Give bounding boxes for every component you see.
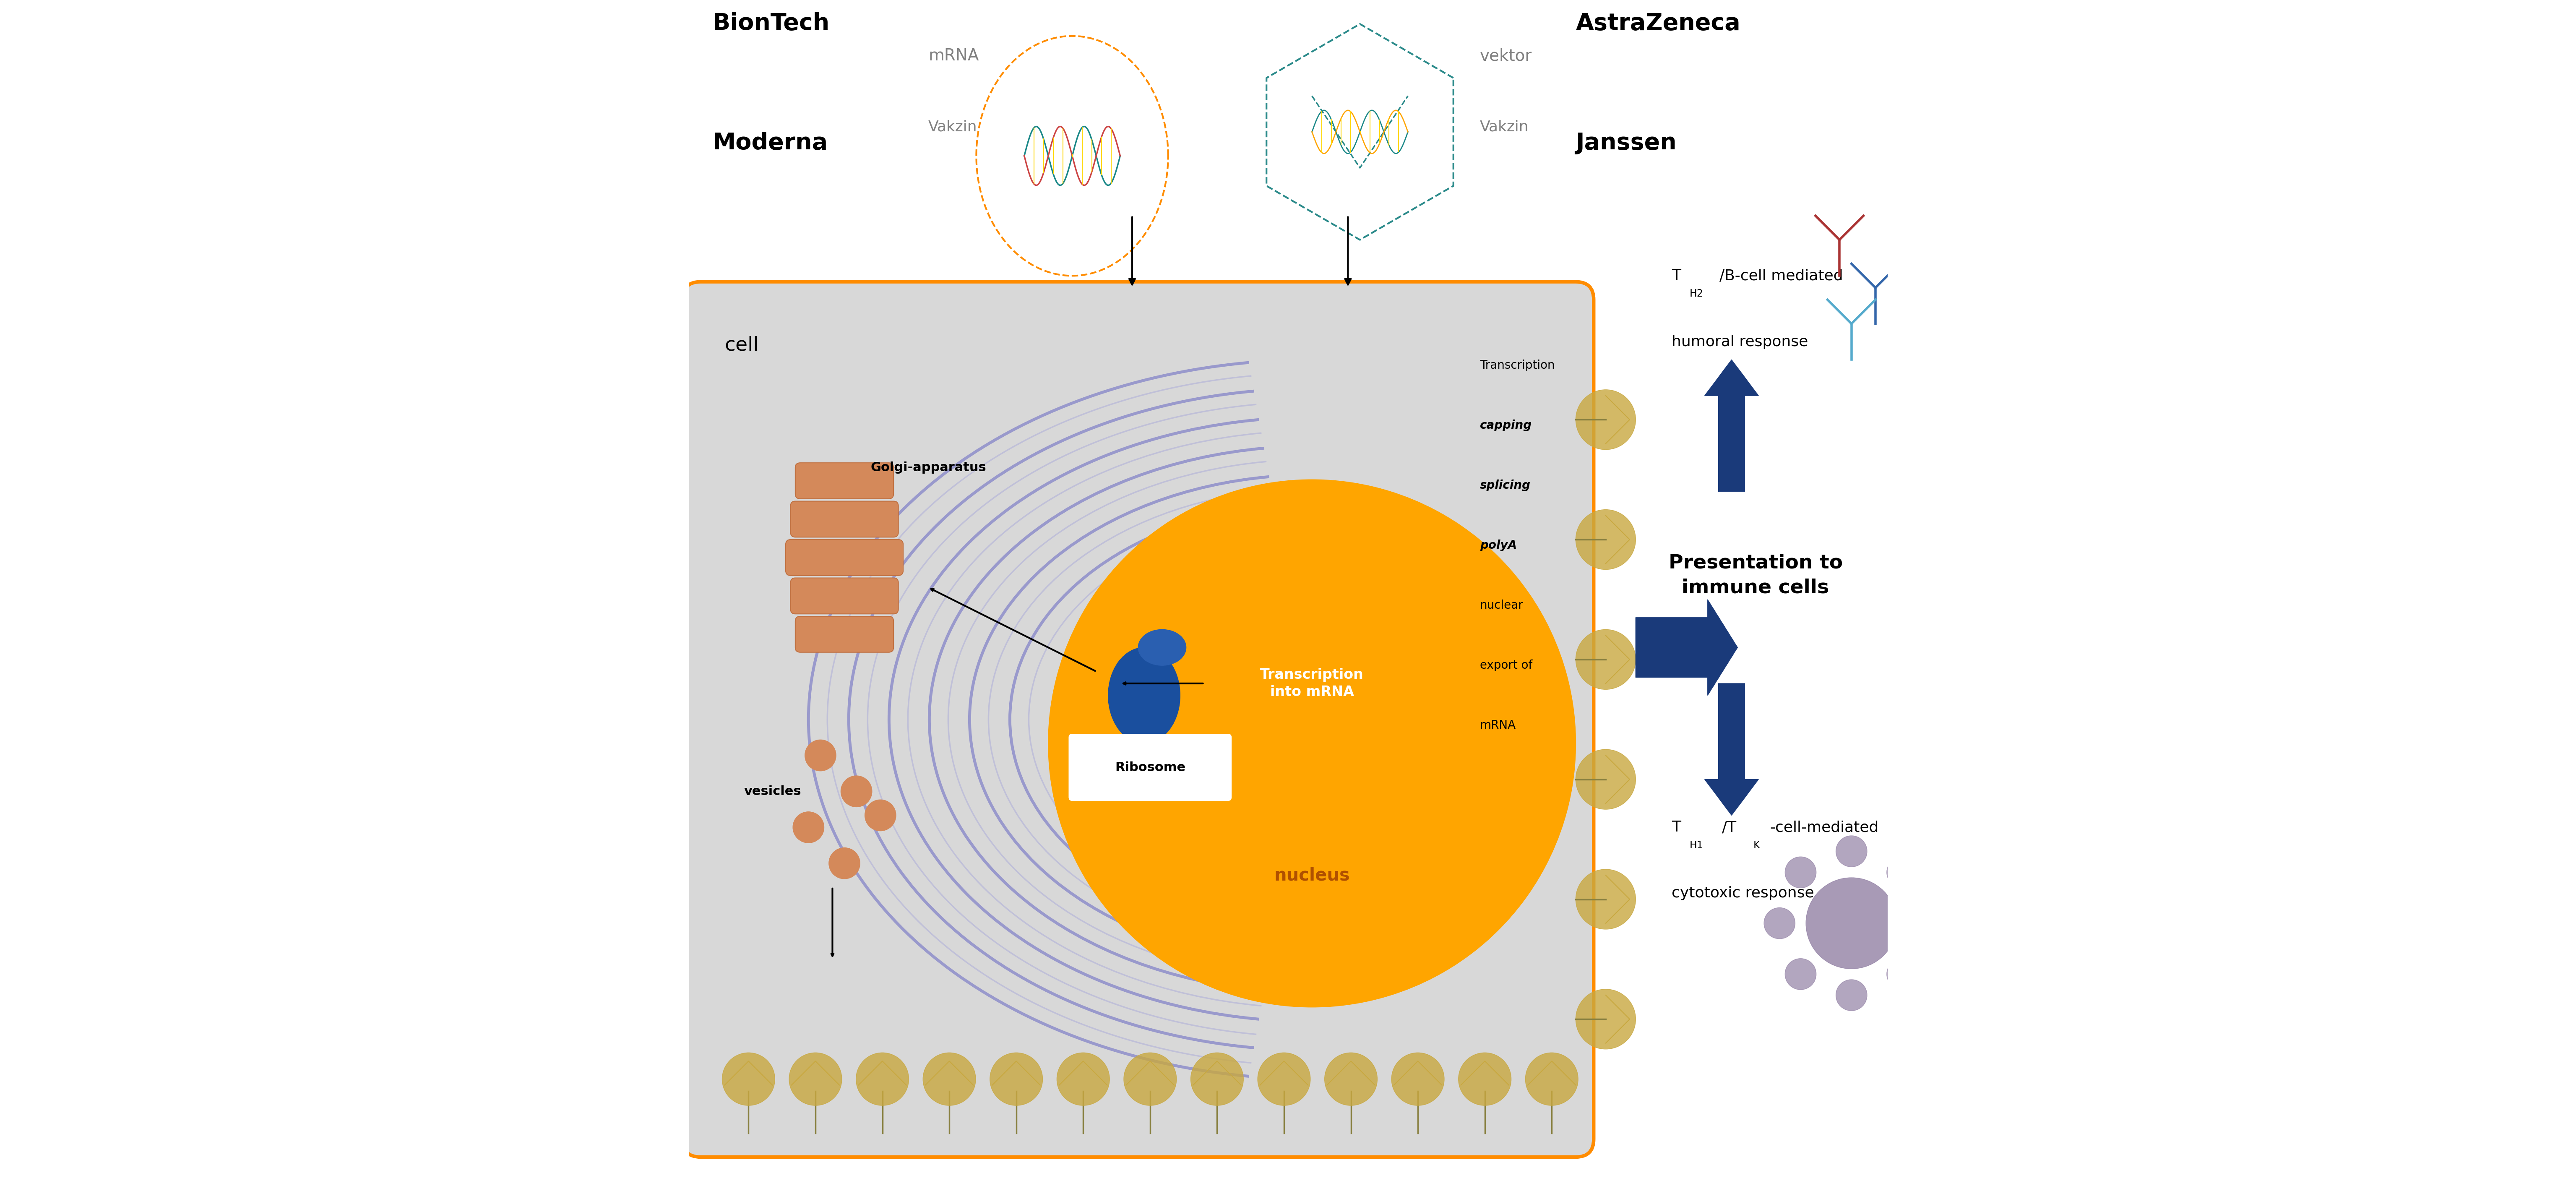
Text: Transcription: Transcription [1479,360,1556,372]
Circle shape [1837,980,1868,1011]
Text: H1: H1 [1690,840,1703,850]
Circle shape [1123,1053,1177,1105]
Text: T: T [1672,269,1682,283]
Circle shape [866,800,896,831]
Circle shape [1048,480,1577,1007]
Circle shape [1391,1053,1445,1105]
Text: vesicles: vesicles [744,785,801,797]
Circle shape [840,776,873,807]
Circle shape [788,1053,842,1105]
Text: Moderna: Moderna [714,132,827,155]
Circle shape [1577,629,1636,689]
FancyArrow shape [1636,600,1739,695]
Text: Golgi-apparatus: Golgi-apparatus [871,462,987,474]
Text: export of: export of [1479,659,1533,671]
FancyBboxPatch shape [1069,734,1231,801]
Circle shape [1525,1053,1579,1105]
Circle shape [1909,908,1940,939]
FancyBboxPatch shape [791,501,899,537]
Circle shape [1190,1053,1244,1105]
Circle shape [829,848,860,879]
Circle shape [1324,1053,1378,1105]
Text: cell: cell [724,336,760,355]
Text: Ribosome: Ribosome [1115,761,1185,773]
Circle shape [793,812,824,843]
Text: Transcription
into mRNA: Transcription into mRNA [1260,668,1363,699]
Text: Vakzin: Vakzin [927,120,976,134]
Text: Janssen: Janssen [1577,132,1677,155]
Circle shape [1785,857,1816,888]
Circle shape [1577,390,1636,450]
Circle shape [855,1053,909,1105]
FancyArrow shape [1705,683,1759,815]
Circle shape [1765,908,1795,939]
Ellipse shape [1139,629,1185,665]
Circle shape [1886,958,1919,989]
Text: mRNA: mRNA [927,48,979,64]
Circle shape [1806,878,1896,969]
Text: BionTech: BionTech [714,12,829,35]
Circle shape [721,1053,775,1105]
Circle shape [804,740,837,771]
Circle shape [1577,749,1636,809]
Ellipse shape [1108,647,1180,743]
Text: splicing: splicing [1479,480,1530,492]
Text: polyA: polyA [1479,540,1517,552]
FancyBboxPatch shape [796,463,894,499]
Text: /T: /T [1721,820,1736,835]
Text: Vakzin: Vakzin [1479,120,1528,134]
Circle shape [1577,510,1636,570]
FancyBboxPatch shape [796,616,894,652]
Circle shape [1785,958,1816,989]
Circle shape [1257,1053,1311,1105]
Text: humoral response: humoral response [1672,335,1808,349]
Circle shape [922,1053,976,1105]
Text: Presentation to
immune cells: Presentation to immune cells [1669,554,1842,597]
Text: nucleus: nucleus [1275,867,1350,884]
Text: capping: capping [1479,420,1533,432]
Text: H2: H2 [1690,289,1703,299]
Text: vektor: vektor [1479,48,1533,64]
FancyBboxPatch shape [683,282,1595,1157]
Circle shape [1056,1053,1110,1105]
Circle shape [1837,836,1868,867]
Circle shape [989,1053,1043,1105]
Text: nuclear: nuclear [1479,600,1522,611]
Circle shape [1577,869,1636,929]
FancyBboxPatch shape [791,578,899,614]
Text: mRNA: mRNA [1479,719,1515,731]
FancyBboxPatch shape [786,540,904,576]
Circle shape [1577,989,1636,1049]
Text: cytotoxic response: cytotoxic response [1672,886,1814,900]
FancyArrow shape [1705,360,1759,492]
Circle shape [1458,1053,1512,1105]
Text: K: K [1754,840,1759,850]
Text: T: T [1672,820,1682,835]
Text: -cell-mediated: -cell-mediated [1770,820,1878,835]
Circle shape [1886,857,1919,888]
Text: /B-cell mediated: /B-cell mediated [1721,269,1844,283]
Text: AstraZeneca: AstraZeneca [1577,12,1741,35]
